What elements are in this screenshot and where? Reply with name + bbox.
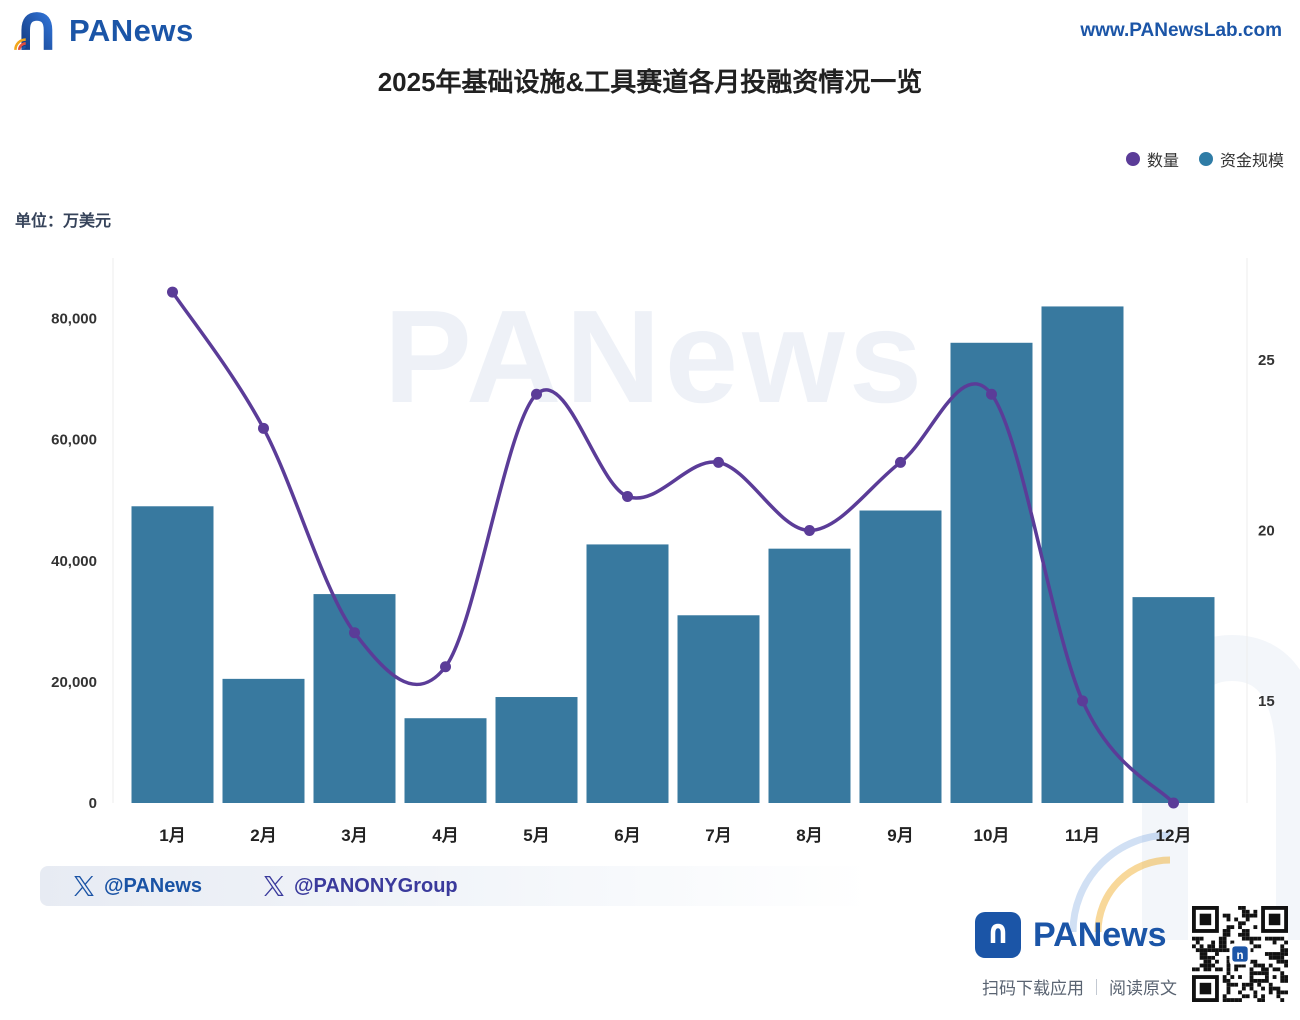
x-axis-label-7月: 7月: [705, 826, 731, 845]
point-2月: [258, 422, 269, 434]
x-axis-label-6月: 6月: [614, 826, 640, 845]
x-axis-label-2月: 2月: [250, 826, 276, 845]
panews-badge-icon: [975, 912, 1021, 958]
x-axis-label-10月: 10月: [974, 826, 1010, 845]
x-handle-panews[interactable]: @PANews: [74, 875, 202, 898]
social-footer-bar: @PANews @PANONYGroup: [40, 866, 870, 906]
left-axis-tick: 60,000: [51, 432, 97, 449]
bar-6月: [586, 544, 669, 803]
bar-5月: [495, 697, 578, 803]
legend-label-count: 数量: [1146, 153, 1179, 170]
chart-legend: 数量 资金规模: [1125, 147, 1284, 171]
x-axis-label-9月: 9月: [887, 826, 913, 845]
x-handle-panews-label: @PANews: [104, 874, 203, 897]
bar-9月: [859, 510, 942, 803]
point-7月: [713, 456, 724, 468]
x-axis-label-3月: 3月: [341, 826, 367, 845]
legend-dot-funding: [1198, 152, 1213, 166]
website-link[interactable]: www.PANewsLab.com: [1080, 20, 1282, 41]
left-axis-tick: 0: [89, 795, 97, 812]
legend-dot-count: [1125, 152, 1140, 166]
x-axis-label-5月: 5月: [523, 826, 549, 845]
bottom-brand-name: PANews: [1033, 916, 1167, 954]
qr-code: n: [1192, 906, 1288, 1002]
unit-label: 单位：万美元: [15, 213, 112, 230]
bar-4月: [404, 718, 487, 803]
bar-2月: [222, 678, 305, 803]
point-10月: [986, 388, 997, 400]
right-axis-tick: 20: [1258, 523, 1275, 540]
bar-7月: [677, 615, 760, 803]
point-9月: [895, 456, 906, 468]
bar-10月: [950, 342, 1033, 803]
right-axis-tick: 15: [1258, 693, 1275, 710]
bar-12月: [1132, 597, 1215, 803]
left-axis-tick: 80,000: [51, 311, 97, 328]
chart-area: PANews 0 20,000 40,000 60,000 80,000 15 20 25 1月 2…: [0, 240, 1300, 860]
x-axis-label-1月: 1月: [159, 826, 185, 845]
read-original-text: 阅读原文: [1109, 979, 1177, 998]
x-axis-label-11月: 11月: [1065, 826, 1100, 845]
brand: PANews: [12, 5, 194, 57]
panews-logo-icon: [14, 12, 53, 51]
bottom-caption: 扫码下载应用 阅读原文: [982, 974, 1177, 999]
x-axis-label-12月: 12月: [1156, 826, 1192, 845]
left-axis-tick: 40,000: [51, 553, 97, 570]
scan-download-text: 扫码下载应用: [982, 979, 1084, 998]
bar-1月: [131, 506, 214, 803]
x-axis-label-8月: 8月: [796, 826, 822, 845]
legend-item-count[interactable]: 数量: [1125, 147, 1179, 171]
left-axis-tick: 20,000: [51, 674, 97, 691]
legend-label-funding: 资金规模: [1219, 153, 1284, 170]
point-5月: [531, 388, 542, 400]
x-axis-label-4月: 4月: [432, 826, 458, 845]
top-bar: PANews www.PANewsLab.com: [0, 0, 1300, 58]
legend-item-funding[interactable]: 资金规模: [1198, 147, 1284, 171]
x-logo-icon: [264, 876, 284, 896]
caption-divider: [1096, 978, 1097, 995]
point-11月: [1077, 695, 1088, 707]
x-handle-panonygroup-label: @PANONYGroup: [294, 874, 458, 897]
svg-text:n: n: [1236, 950, 1243, 962]
brand-name: PANews: [69, 13, 194, 48]
point-6月: [622, 490, 633, 502]
x-logo-icon: [74, 876, 94, 896]
point-4月: [440, 661, 451, 673]
count-line: [170, 290, 1176, 805]
point-12月: [1168, 797, 1179, 809]
point-8月: [804, 525, 815, 536]
point-1月: [167, 286, 178, 298]
page-title: 2025年基础设施&工具赛道各月投融资情况一览: [377, 67, 923, 97]
right-axis-tick: 25: [1258, 352, 1275, 369]
point-3月: [349, 627, 360, 639]
combo-chart: PANews 0 20,000 40,000 60,000 80,000 15 20 25 1月 2…: [51, 258, 1275, 845]
bar-8月: [768, 548, 851, 803]
x-handle-panonygroup[interactable]: @PANONYGroup: [264, 875, 458, 898]
bar-11月: [1041, 306, 1124, 803]
chart-watermark: PANews: [384, 283, 926, 430]
bar-3月: [313, 594, 396, 803]
